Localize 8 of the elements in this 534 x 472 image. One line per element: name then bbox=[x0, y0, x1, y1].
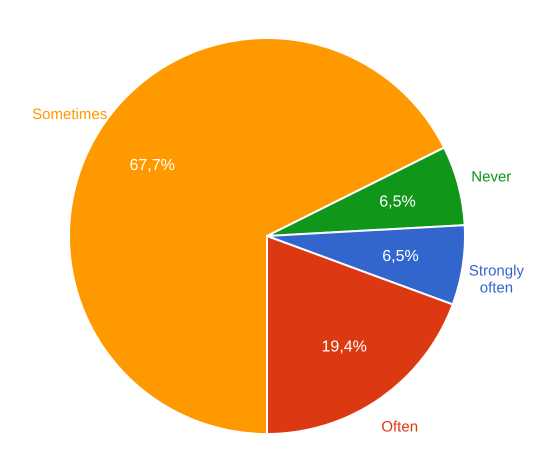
data-label: 6,5% bbox=[382, 248, 419, 266]
slice-label: Never bbox=[471, 168, 512, 186]
slice-label: Sometimes bbox=[32, 106, 108, 123]
data-label: 67,7% bbox=[130, 156, 175, 174]
slice-label: Often bbox=[381, 418, 418, 436]
data-label: 19,4% bbox=[322, 338, 367, 356]
slice-label: Strongly often bbox=[468, 262, 524, 296]
data-label: 6,5% bbox=[379, 193, 416, 210]
